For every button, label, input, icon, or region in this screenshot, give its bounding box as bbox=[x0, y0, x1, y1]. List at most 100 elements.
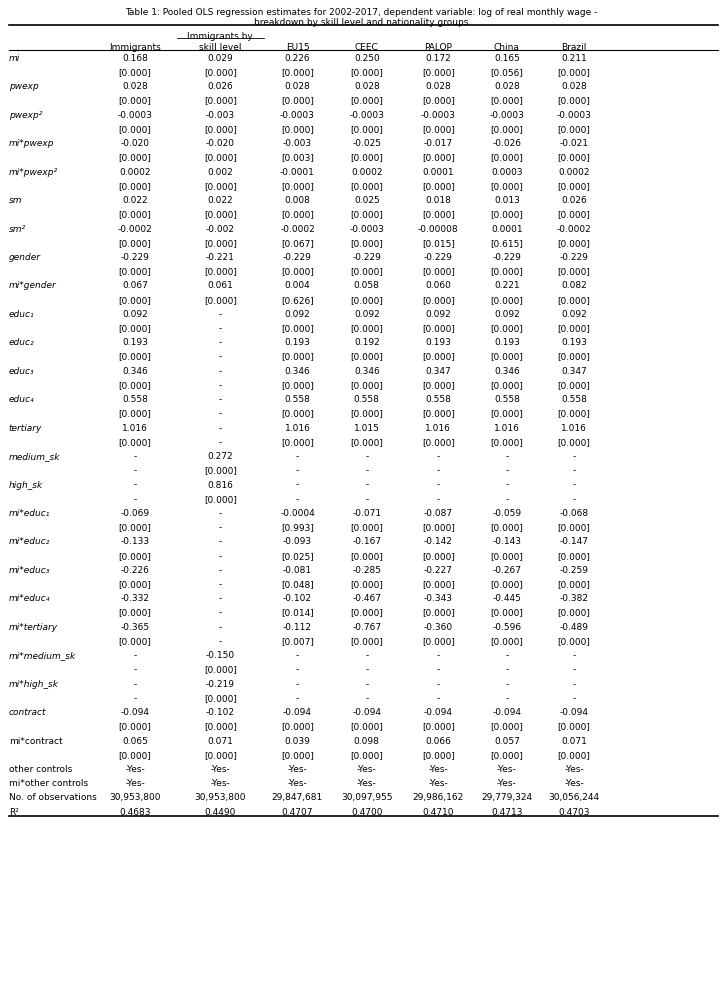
Text: 30,097,955: 30,097,955 bbox=[341, 793, 393, 802]
Text: [0.000]: [0.000] bbox=[490, 409, 523, 418]
Text: 0.193: 0.193 bbox=[122, 338, 148, 347]
Text: 0.346: 0.346 bbox=[284, 366, 310, 376]
Text: [0.000]: [0.000] bbox=[204, 154, 237, 163]
Text: [0.000]: [0.000] bbox=[422, 267, 455, 276]
Text: 0.098: 0.098 bbox=[354, 737, 380, 746]
Text: [0.000]: [0.000] bbox=[490, 723, 523, 732]
Text: -0.026: -0.026 bbox=[492, 140, 521, 149]
Text: -0.081: -0.081 bbox=[283, 566, 312, 575]
Text: -: - bbox=[134, 680, 136, 689]
Text: [0.000]: [0.000] bbox=[422, 438, 455, 447]
Text: [0.015]: [0.015] bbox=[422, 239, 455, 248]
Text: [0.000]: [0.000] bbox=[422, 637, 455, 646]
Text: -0.094: -0.094 bbox=[424, 708, 453, 718]
Text: [0.000]: [0.000] bbox=[350, 523, 383, 532]
Text: [0.000]: [0.000] bbox=[350, 637, 383, 646]
Text: -Yes-: -Yes- bbox=[357, 779, 377, 788]
Text: educ₁: educ₁ bbox=[9, 309, 34, 319]
Text: -: - bbox=[219, 566, 222, 575]
Text: -: - bbox=[365, 495, 368, 504]
Text: [0.000]: [0.000] bbox=[281, 381, 314, 390]
Text: PALOP: PALOP bbox=[425, 43, 452, 52]
Text: -: - bbox=[365, 480, 368, 490]
Text: -: - bbox=[134, 694, 136, 703]
Text: [0.000]: [0.000] bbox=[118, 750, 152, 759]
Text: [0.000]: [0.000] bbox=[557, 381, 591, 390]
Text: -: - bbox=[437, 666, 440, 675]
Text: [0.000]: [0.000] bbox=[118, 409, 152, 418]
Text: -0.112: -0.112 bbox=[283, 623, 312, 632]
Text: [0.000]: [0.000] bbox=[281, 267, 314, 276]
Text: high_sk: high_sk bbox=[9, 480, 43, 490]
Text: [0.000]: [0.000] bbox=[204, 750, 237, 759]
Text: 0.025: 0.025 bbox=[354, 196, 380, 206]
Text: -: - bbox=[219, 309, 222, 319]
Text: [0.000]: [0.000] bbox=[490, 637, 523, 646]
Text: -0.002: -0.002 bbox=[206, 225, 235, 234]
Text: 0.250: 0.250 bbox=[354, 54, 380, 63]
Text: mi*tertiary: mi*tertiary bbox=[9, 623, 58, 632]
Text: 0.272: 0.272 bbox=[207, 452, 233, 461]
Text: -: - bbox=[134, 666, 136, 675]
Text: [0.000]: [0.000] bbox=[557, 352, 591, 361]
Text: -0.226: -0.226 bbox=[121, 566, 149, 575]
Text: [0.000]: [0.000] bbox=[204, 666, 237, 675]
Text: 0.060: 0.060 bbox=[425, 281, 451, 290]
Text: -0.382: -0.382 bbox=[560, 594, 588, 604]
Text: -: - bbox=[573, 651, 575, 661]
Text: -0.229: -0.229 bbox=[352, 252, 381, 262]
Text: 0.0002: 0.0002 bbox=[119, 168, 151, 177]
Text: 0.029: 0.029 bbox=[207, 54, 233, 63]
Text: -0.094: -0.094 bbox=[560, 708, 588, 718]
Text: 0.165: 0.165 bbox=[494, 54, 520, 63]
Text: -: - bbox=[219, 338, 222, 347]
Text: -: - bbox=[134, 466, 136, 475]
Text: -0.0003: -0.0003 bbox=[118, 111, 152, 120]
Text: -0.332: -0.332 bbox=[121, 594, 149, 604]
Text: [0.000]: [0.000] bbox=[557, 324, 591, 333]
Text: Brazil: Brazil bbox=[561, 43, 587, 52]
Text: -: - bbox=[219, 623, 222, 632]
Text: [0.000]: [0.000] bbox=[490, 324, 523, 333]
Text: 0.346: 0.346 bbox=[122, 366, 148, 376]
Text: [0.014]: [0.014] bbox=[281, 609, 314, 618]
Text: [0.000]: [0.000] bbox=[350, 68, 383, 77]
Text: [0.000]: [0.000] bbox=[350, 750, 383, 759]
Text: -0.021: -0.021 bbox=[560, 140, 588, 149]
Text: 0.226: 0.226 bbox=[284, 54, 310, 63]
Text: [0.000]: [0.000] bbox=[118, 580, 152, 589]
Text: 0.347: 0.347 bbox=[561, 366, 587, 376]
Text: [0.000]: [0.000] bbox=[350, 409, 383, 418]
Text: -0.596: -0.596 bbox=[492, 623, 521, 632]
Text: 0.4683: 0.4683 bbox=[119, 807, 151, 816]
Text: [0.000]: [0.000] bbox=[118, 267, 152, 276]
Text: [0.000]: [0.000] bbox=[490, 97, 523, 106]
Text: mi*educ₂: mi*educ₂ bbox=[9, 537, 50, 547]
Text: [0.000]: [0.000] bbox=[118, 154, 152, 163]
Text: -: - bbox=[219, 438, 222, 447]
Text: 0.065: 0.065 bbox=[122, 737, 148, 746]
Text: -: - bbox=[365, 666, 368, 675]
Text: [0.000]: [0.000] bbox=[557, 723, 591, 732]
Text: [0.000]: [0.000] bbox=[490, 552, 523, 561]
Text: [0.000]: [0.000] bbox=[350, 211, 383, 220]
Text: -: - bbox=[296, 452, 299, 461]
Text: -0.267: -0.267 bbox=[492, 566, 521, 575]
Text: [0.000]: [0.000] bbox=[490, 182, 523, 191]
Text: -0.059: -0.059 bbox=[492, 509, 521, 518]
Text: 0.018: 0.018 bbox=[425, 196, 451, 206]
Text: -0.020: -0.020 bbox=[206, 140, 235, 149]
Text: 0.4713: 0.4713 bbox=[491, 807, 523, 816]
Text: 0.092: 0.092 bbox=[284, 309, 310, 319]
Text: [0.000]: [0.000] bbox=[350, 97, 383, 106]
Text: -: - bbox=[219, 552, 222, 561]
Text: 30,056,244: 30,056,244 bbox=[549, 793, 599, 802]
Text: [0.000]: [0.000] bbox=[281, 324, 314, 333]
Text: -0.0003: -0.0003 bbox=[490, 111, 524, 120]
Text: 0.168: 0.168 bbox=[122, 54, 148, 63]
Text: [0.000]: [0.000] bbox=[422, 523, 455, 532]
Text: 0.058: 0.058 bbox=[354, 281, 380, 290]
Text: -: - bbox=[365, 466, 368, 475]
Text: -: - bbox=[219, 409, 222, 418]
Text: [0.000]: [0.000] bbox=[281, 211, 314, 220]
